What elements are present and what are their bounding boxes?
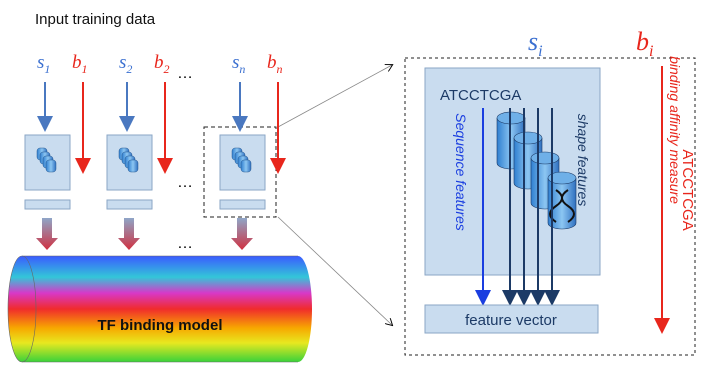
model-label: TF binding model (98, 317, 223, 334)
title: Input training data (35, 11, 156, 28)
ellipsis: … (177, 235, 193, 252)
detail-s: si (528, 27, 543, 60)
input-s: sn (232, 52, 245, 76)
down-arrow (118, 218, 140, 250)
input-b: b2 (154, 52, 170, 76)
vector-bar (107, 200, 152, 209)
input-s: s1 (37, 52, 50, 76)
diagram: Input training data TF binding model … …… (0, 0, 703, 372)
input-s: s2 (119, 52, 132, 76)
affinity-label: binding affinity measure (667, 56, 683, 204)
zoom-line (278, 65, 392, 127)
model-cylinder (8, 256, 312, 362)
shape-features: shape features (575, 114, 591, 207)
cylinder-icon (128, 160, 138, 172)
feature-vector: feature vector (465, 312, 557, 329)
shape-cylinder-top (531, 152, 559, 164)
cylinder-icon (46, 160, 56, 172)
down-arrow (231, 218, 253, 250)
input-b: b1 (72, 52, 88, 76)
detail-b: bi (636, 27, 653, 60)
cylinder-icon (241, 160, 251, 172)
ellipsis: … (177, 65, 193, 82)
input-b: bn (267, 52, 283, 76)
sequence-features: Sequence features (453, 113, 469, 231)
ellipsis: … (177, 174, 193, 191)
vector-bar (220, 200, 265, 209)
down-arrow (36, 218, 58, 250)
sequence: ATCCTCGA (440, 87, 521, 104)
vector-bar (25, 200, 70, 209)
